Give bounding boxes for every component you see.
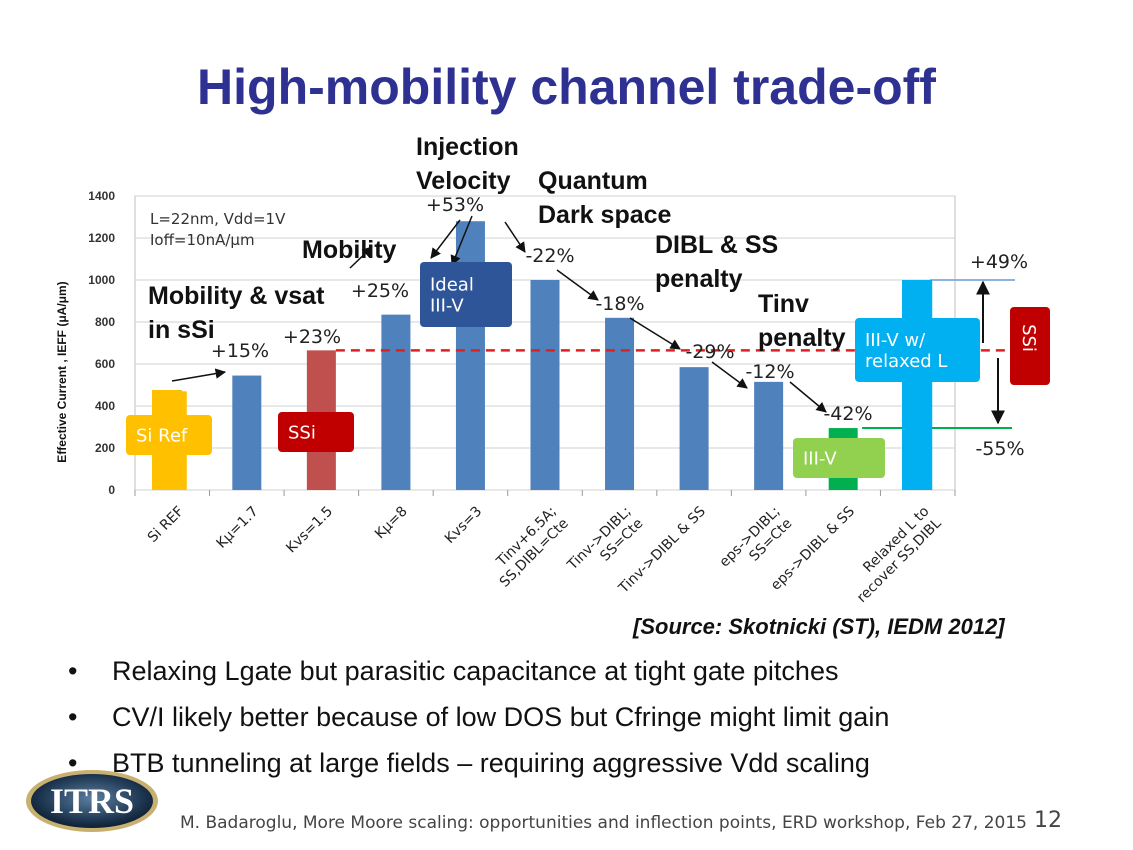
bar-6 [530,280,560,490]
quantum-label-line2: Dark space [538,201,672,229]
injection-label-line1: Injection [416,133,519,161]
source-citation: [Source: Skotnicki (ST), IEDM 2012] [633,614,1005,639]
step-arrow [711,361,748,389]
y-tick-label: 800 [95,315,115,329]
delta-label: +23% [283,326,341,348]
si-ref-text: Si Ref [136,425,188,446]
y-tick-label: 600 [95,357,115,371]
step-arrow [789,381,827,413]
bar-7 [605,317,635,490]
bullet-marker: • [68,702,78,732]
ssi-box [278,412,354,452]
ssi-text: SSi [288,422,316,443]
bullet-text: CV/I likely better because of low DOS bu… [112,702,890,732]
ssi-side-text: SSi [1018,324,1039,352]
y-tick-label: 1200 [88,231,115,245]
step-arrow [349,246,373,269]
y-tick-label: 200 [95,441,115,455]
step-arrow [504,221,526,253]
final-delta-down: -55% [975,438,1024,460]
mobility-vsat-line2: in sSi [148,316,215,344]
logo-text: ITRS [50,781,134,821]
relaxed-cross-vertical [902,280,932,490]
bullet-item: • BTB tunneling at large fields – requiri… [68,740,889,786]
quantum-dark-space-label: Quantum Dark space [538,164,671,232]
page-number: 12 [1034,808,1062,833]
dibl-label-line1: DIBL & SS [655,231,779,259]
bullet-text: BTB tunneling at large fields – requirin… [112,748,870,778]
slide-title: High-mobility channel trade-off [197,59,936,115]
relaxed-l-box [855,318,980,382]
footer-text: M. Badaroglu, More Moore scaling: opport… [180,813,1027,833]
condition-text: Ioff=10nA/μm [150,231,255,249]
bar-9 [754,381,784,490]
ideal-iii-v-text: Ideal [430,274,474,295]
relaxed-l-text: III-V w/ [865,330,926,351]
delta-label: -12% [745,361,794,383]
tinv-penalty-label: Tinv penalty [758,287,846,355]
step-arrow [556,269,599,301]
x-category-label: Kvs=1.5 [283,504,336,557]
final-delta-up: +49% [970,251,1028,273]
delta-label: +15% [211,340,269,362]
iii-v-box [793,438,885,478]
dibl-ss-penalty-label: DIBL & SS penalty [655,228,778,296]
step-arrow [450,215,473,266]
iii-v-text: III-V [803,448,837,469]
step-arrow [629,317,681,350]
y-tick-label: 1000 [88,273,115,287]
dibl-label-line2: penalty [655,265,743,293]
bar-2 [232,375,262,490]
ideal-iii-v-box [420,262,512,327]
step-arrow [171,368,227,382]
x-category-label: Kμ=1.7 [213,504,261,552]
bar-4 [381,314,411,490]
bullet-marker: • [68,656,78,686]
mobility-vsat-line1: Mobility & vsat [148,282,325,310]
tinv-label-line1: Tinv [758,290,809,318]
ideal-iii-v-text: III-V [430,295,464,316]
itrs-logo: ITRS [26,770,158,832]
mobility-vsat-label: Mobility & vsat in sSi [148,279,324,347]
delta-label: +53% [426,194,484,216]
tinv-label-line2: penalty [758,324,846,352]
x-category-label: Kvs=3 [442,504,485,547]
injection-label-line2: Velocity [416,167,511,195]
relaxed-l-text: relaxed L [865,351,947,372]
condition-text: L=22nm, Vdd=1V [150,210,286,228]
delta-label: -42% [823,403,872,425]
si-ref-box [126,415,212,455]
y-tick-label: 0 [108,483,115,497]
x-category-label: Kμ=8 [372,504,411,543]
bullet-marker: • [68,748,78,778]
delta-label: +25% [351,280,409,302]
y-tick-label: 1400 [88,189,115,203]
step-arrow [430,219,461,259]
bullet-text: Relaxing Lgate but parasitic capacitance… [112,656,839,686]
delta-label: -29% [685,341,734,363]
x-category-label: Si REF [145,504,187,546]
injection-velocity-label: Injection Velocity [416,130,519,198]
bullet-item: • CV/I likely better because of low DOS b… [68,694,889,740]
bullet-list: • Relaxing Lgate but parasitic capacitanc… [68,648,889,786]
y-tick-label: 400 [95,399,115,413]
delta-label: -18% [595,293,644,315]
delta-label: -22% [525,245,574,267]
bar-5 [455,221,485,490]
quantum-label-line1: Quantum [538,167,648,195]
bullet-item: • Relaxing Lgate but parasitic capacitanc… [68,648,889,694]
logo-globe [31,774,153,828]
y-axis-label: Effective Current , IEFF (μA/μm) [55,281,69,462]
ssi-side-box [1010,307,1050,385]
bar-8 [679,367,709,490]
mobility-label: Mobility [302,236,397,264]
